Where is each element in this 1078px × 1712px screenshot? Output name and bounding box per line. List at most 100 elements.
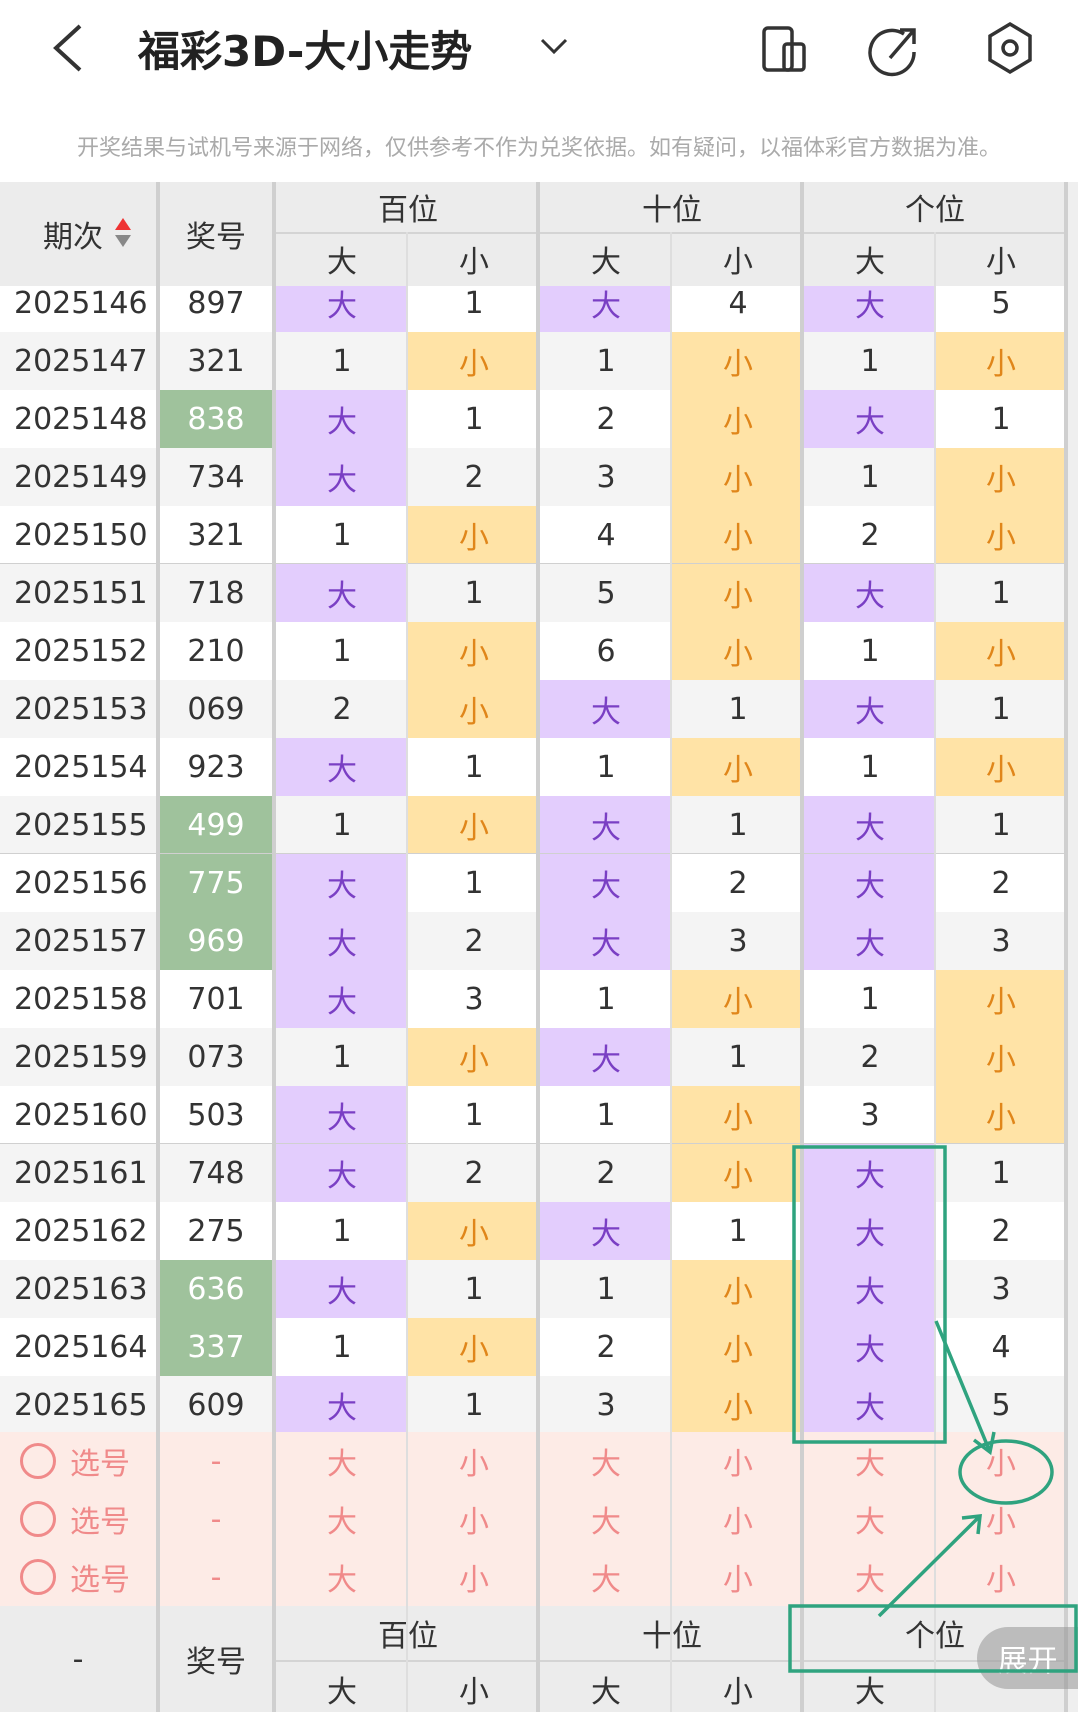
trend-cell: 大: [276, 912, 408, 970]
period: 2025152: [14, 633, 148, 669]
trend-cell: 1: [464, 1271, 484, 1307]
trend-cell: 小: [672, 448, 804, 506]
select-number: -: [210, 1559, 222, 1595]
draw-number: 897: [187, 286, 245, 321]
trend-cell: 2: [332, 691, 352, 727]
column-divider: [800, 182, 804, 1712]
trend-cell: 小: [672, 1260, 804, 1318]
trend-cell: 小: [408, 796, 540, 854]
draw-number: 503: [187, 1097, 245, 1133]
draw-number: 969: [160, 912, 272, 970]
period: 2025157: [14, 923, 148, 959]
expand-button[interactable]: 展开: [977, 1627, 1078, 1689]
trend-cell: 1: [464, 1387, 484, 1423]
select-cell[interactable]: 大: [591, 1447, 621, 1482]
select-radio[interactable]: [20, 1443, 56, 1479]
period: 2025149: [14, 459, 148, 495]
trend-cell: 2: [596, 1155, 616, 1191]
trend-cell: 3: [991, 923, 1011, 959]
select-cell[interactable]: 小: [986, 1447, 1016, 1482]
draw-number: 748: [187, 1155, 245, 1191]
trend-cell: 1: [728, 807, 748, 843]
footer-sub: 小: [723, 1675, 753, 1710]
top-bar: [53, 21, 1032, 77]
trend-cell: 大: [276, 390, 408, 448]
footer-sub: 大: [591, 1675, 621, 1710]
trend-cell: 1: [728, 1213, 748, 1249]
trend-cell: 1: [991, 401, 1011, 437]
trend-cell: 5: [991, 286, 1011, 321]
select-label[interactable]: 选号: [70, 1447, 130, 1482]
share-icon[interactable]: [868, 28, 916, 77]
trend-cell: 大: [804, 680, 936, 738]
trend-cell: 3: [991, 1271, 1011, 1307]
notice: 开奖结果与试机号来源于网络，仅供参考不作为兑奖依据。如有疑问，以福体彩官方数据为…: [76, 136, 1001, 161]
select-cell[interactable]: 小: [986, 1563, 1016, 1598]
right-strip: [1068, 182, 1078, 1712]
select-cell[interactable]: 小: [723, 1505, 753, 1540]
select-number: -: [210, 1443, 222, 1479]
select-cell[interactable]: 大: [855, 1563, 885, 1598]
trend-cell: 小: [672, 390, 804, 448]
trend-cell: 1: [991, 691, 1011, 727]
trend-cell: 小: [408, 622, 540, 680]
select-cell[interactable]: 小: [459, 1447, 489, 1482]
column-divider: [934, 232, 936, 1712]
sort-icon[interactable]: [114, 216, 132, 250]
trend-cell: 大: [540, 680, 672, 738]
trend-cell: 1: [332, 343, 352, 379]
trend-cell: 1: [860, 343, 880, 379]
select-cell[interactable]: 小: [459, 1563, 489, 1598]
draw-number: 718: [187, 575, 245, 611]
trend-cell: 1: [332, 633, 352, 669]
select-cell[interactable]: 大: [855, 1505, 885, 1540]
select-cell[interactable]: 小: [986, 1505, 1016, 1540]
trend-cell: 小: [672, 738, 804, 796]
back-button[interactable]: [53, 24, 82, 72]
header-line: [276, 1660, 1078, 1662]
column-divider: [1064, 182, 1068, 1712]
select-cell[interactable]: 大: [591, 1563, 621, 1598]
select-cell[interactable]: 小: [459, 1505, 489, 1540]
select-radio[interactable]: [20, 1559, 56, 1595]
draw-number: 775: [160, 854, 272, 912]
select-cell[interactable]: 小: [723, 1447, 753, 1482]
period: 2025156: [14, 865, 148, 901]
dropdown-toggle[interactable]: [540, 38, 568, 55]
settings-icon[interactable]: [988, 21, 1032, 75]
trend-cell: 大: [804, 1144, 936, 1202]
select-cell[interactable]: 大: [327, 1563, 357, 1598]
draw-number: 321: [187, 343, 245, 379]
select-label[interactable]: 选号: [70, 1505, 130, 1540]
trend-cell: 小: [936, 738, 1066, 796]
period: 2025161: [14, 1155, 148, 1191]
trend-cell: 大: [804, 564, 936, 622]
period: 2025146: [14, 286, 148, 321]
footer-period: -: [72, 1641, 84, 1677]
select-cell[interactable]: 大: [855, 1447, 885, 1482]
trend-cell: 1: [464, 865, 484, 901]
footer-group: 十位: [642, 1619, 702, 1654]
trend-cell: 小: [672, 1318, 804, 1376]
trend-cell: 1: [464, 401, 484, 437]
select-number: -: [210, 1501, 222, 1537]
select-cell[interactable]: 大: [591, 1505, 621, 1540]
select-cell[interactable]: 大: [327, 1447, 357, 1482]
select-cell[interactable]: 大: [327, 1505, 357, 1540]
trend-cell: 小: [936, 1028, 1066, 1086]
sub-header: 小: [986, 245, 1016, 280]
trend-cell: 1: [464, 286, 484, 321]
trend-cell: 6: [596, 633, 616, 669]
trend-cell: 大: [540, 912, 672, 970]
trend-cell: 1: [332, 1213, 352, 1249]
trend-cell: 2: [860, 1039, 880, 1075]
period-header: 期次: [43, 220, 103, 255]
select-radio[interactable]: [20, 1501, 56, 1537]
number-header: 奖号: [186, 220, 246, 255]
trend-cell: 1: [596, 981, 616, 1017]
select-label[interactable]: 选号: [70, 1563, 130, 1598]
column-divider: [272, 182, 276, 1712]
device-icon[interactable]: [762, 26, 806, 72]
group-header: 个位: [905, 193, 965, 228]
select-cell[interactable]: 小: [723, 1563, 753, 1598]
